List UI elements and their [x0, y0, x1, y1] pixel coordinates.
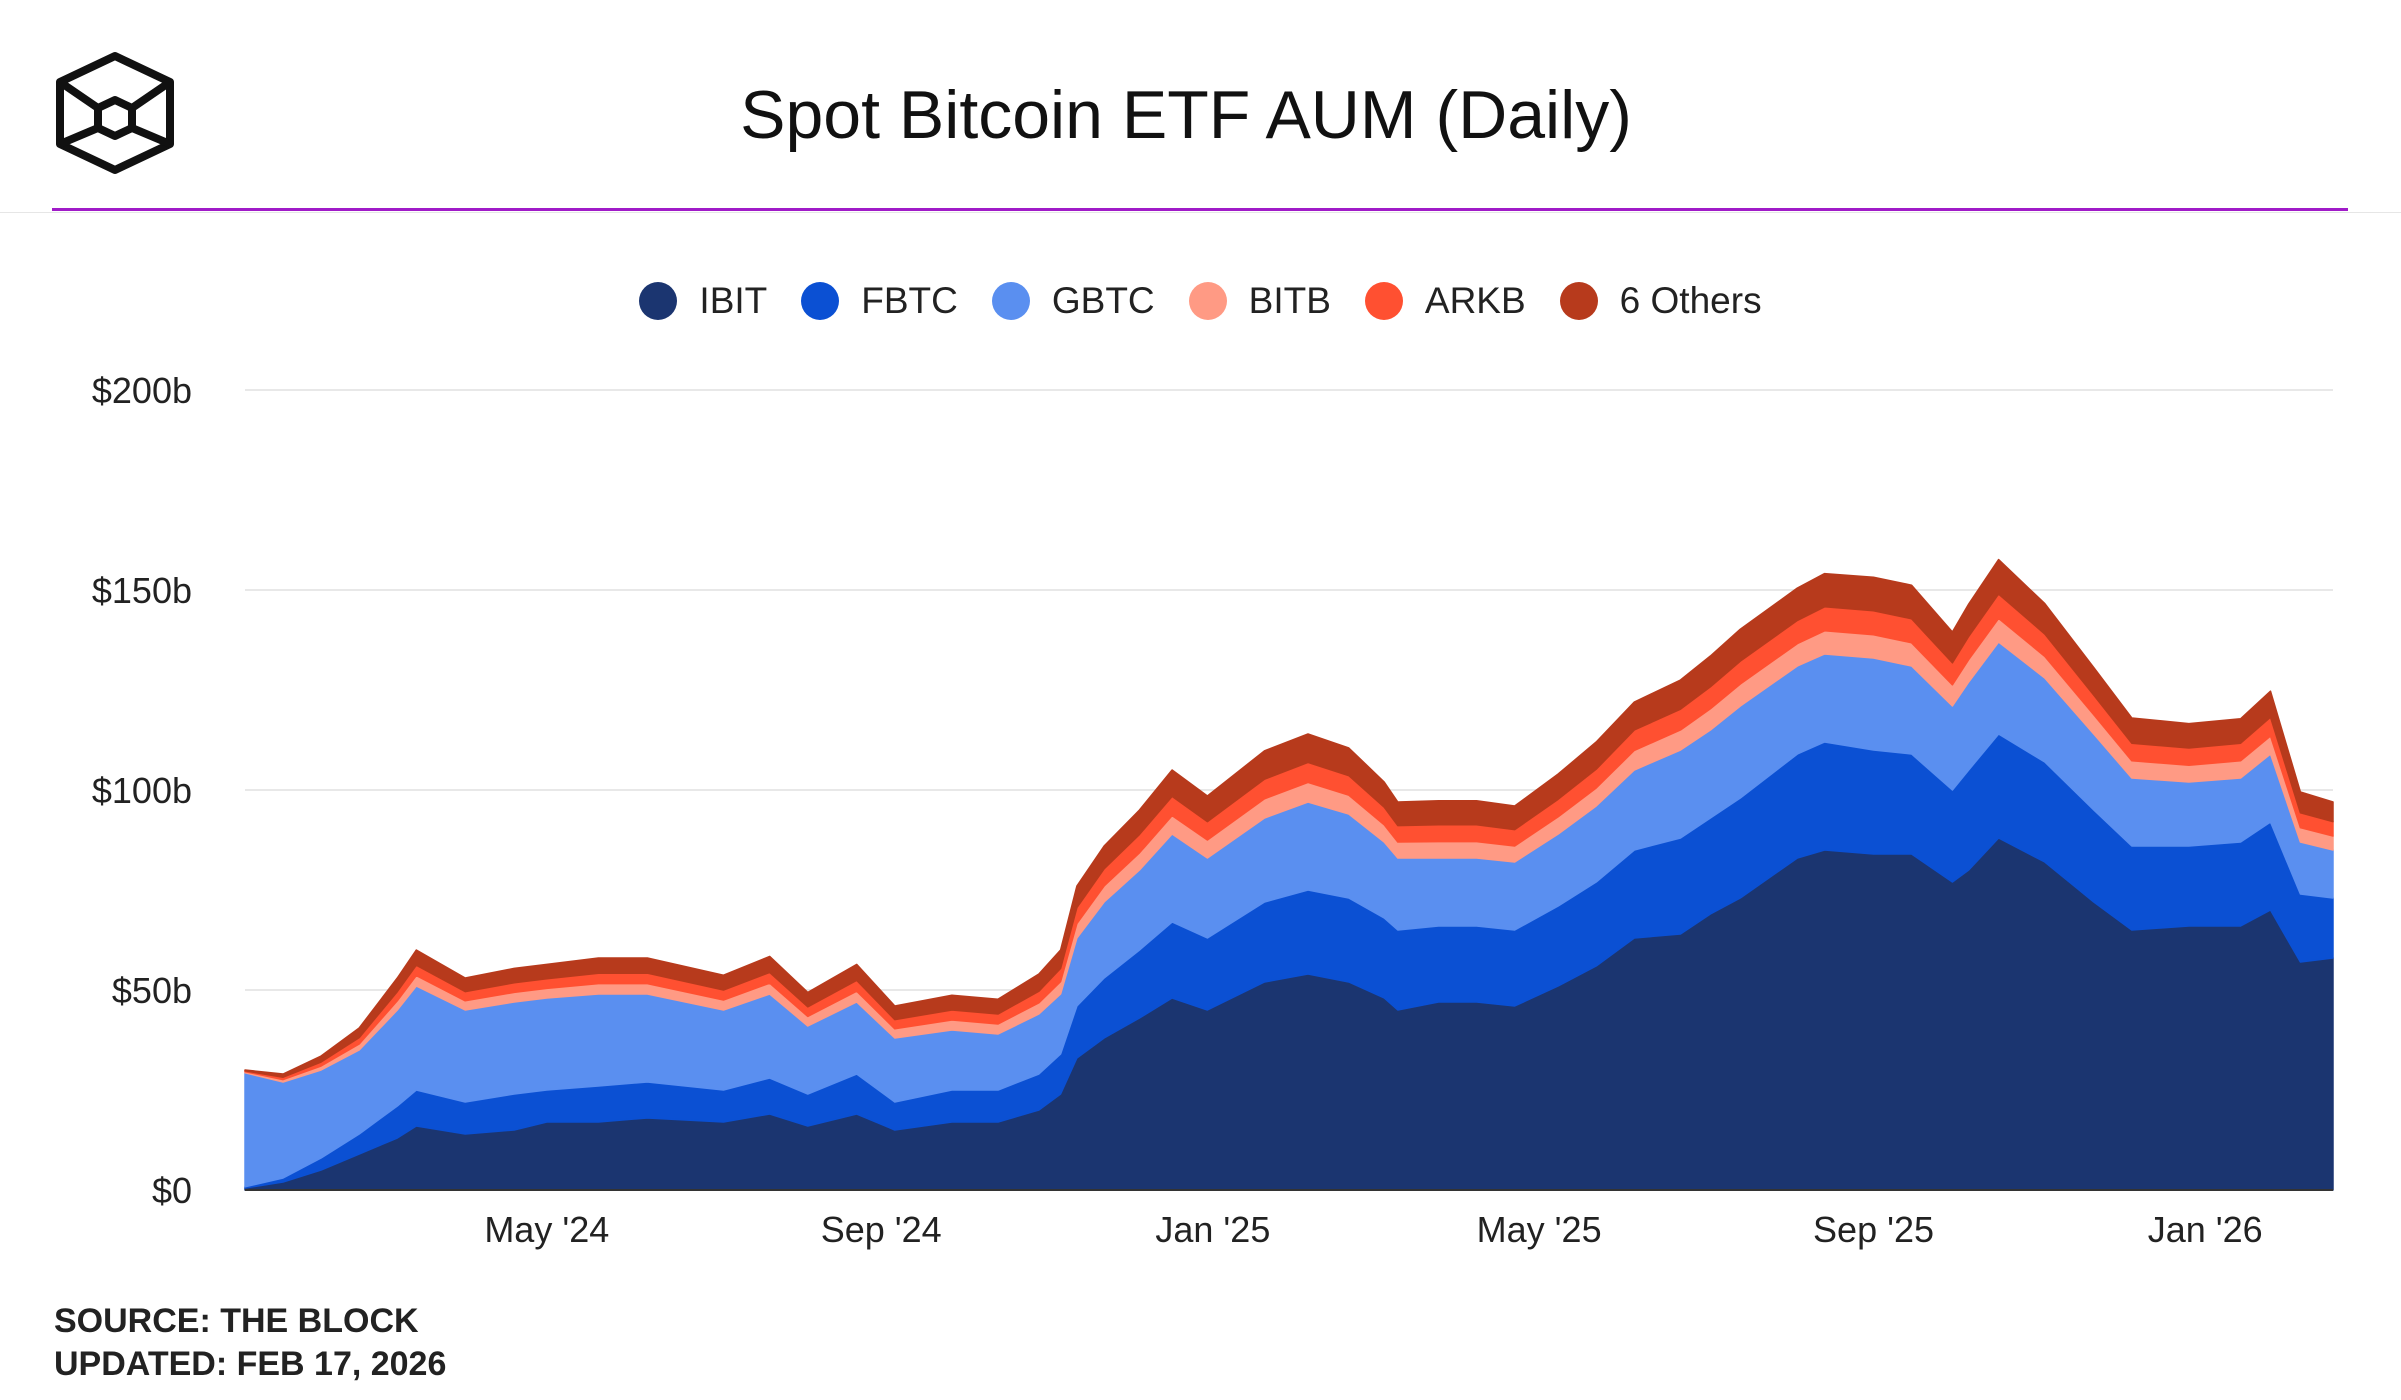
legend-item-bitb[interactable]: BITB	[1188, 280, 1331, 322]
y-tick-label: $150b	[92, 570, 192, 611]
legend-label: ARKB	[1424, 280, 1526, 321]
x-tick-label: May '25	[1477, 1209, 1602, 1250]
y-tick-label: $0	[152, 1170, 192, 1211]
legend-swatch	[1559, 282, 1598, 320]
legend-swatch	[639, 282, 678, 320]
legend-swatch	[1188, 282, 1227, 320]
y-tick-label: $200b	[92, 370, 192, 411]
legend-swatch	[1364, 282, 1403, 320]
legend-label: BITB	[1248, 280, 1331, 321]
legend-item-ibit[interactable]: IBIT	[639, 280, 767, 322]
chart-header: Spot Bitcoin ETF AUM (Daily)	[0, 0, 2401, 212]
legend-label: FBTC	[861, 280, 958, 321]
legend-label: GBTC	[1051, 280, 1155, 321]
legend-swatch	[801, 282, 840, 320]
y-axis: $0 $50b $100b $150b $200b	[92, 370, 192, 1211]
x-tick-label: May '24	[484, 1209, 609, 1250]
source-line: SOURCE: THE BLOCK	[54, 1302, 419, 1340]
y-tick-label: $50b	[112, 970, 192, 1011]
y-tick-label: $100b	[92, 770, 192, 811]
legend-item-fbtc[interactable]: FBTC	[801, 280, 958, 322]
legend-label: IBIT	[699, 280, 768, 321]
legend-item-6-others[interactable]: 6 Others	[1559, 280, 1762, 322]
legend-swatch	[991, 282, 1030, 320]
legend-item-arkb[interactable]: ARKB	[1364, 280, 1526, 322]
x-axis: May '24 Sep '24 Jan '25 May '25 Sep '25 Jan '…	[484, 1209, 2262, 1250]
area-series	[244, 558, 2334, 1191]
source-note: SOURCE: THE BLOCK UPDATED: FEB 17, 2026	[54, 1300, 446, 1386]
updated-line: UPDATED: FEB 17, 2026	[54, 1345, 447, 1383]
x-tick-label: Jan '25	[1155, 1209, 1270, 1250]
legend-label: 6 Others	[1619, 280, 1762, 321]
chart-title: Spot Bitcoin ETF AUM (Daily)	[740, 77, 1632, 153]
area-series-6-others	[244, 558, 2334, 1078]
accent-divider	[52, 208, 2348, 211]
x-tick-label: Sep '24	[821, 1209, 942, 1250]
stacked-area-chart: $0 $50b $100b $150b $200b May '24 Sep '24 Jan …	[92, 370, 2334, 1250]
x-tick-label: Jan '26	[2148, 1209, 2263, 1250]
the-block-logo-icon	[56, 52, 174, 174]
header-divider	[0, 212, 2401, 213]
chart-legend: IBIT FBTC GBTC BITB ARKB 6 Others	[0, 280, 2401, 322]
legend-item-gbtc[interactable]: GBTC	[991, 280, 1155, 322]
x-tick-label: Sep '25	[1813, 1209, 1934, 1250]
